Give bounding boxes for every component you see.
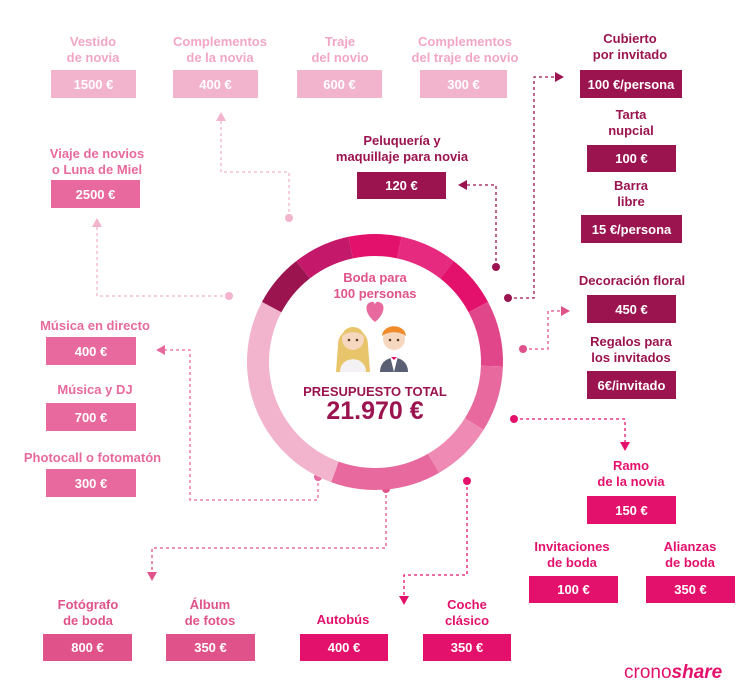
dot-complementos-novia — [285, 214, 293, 222]
box-invitaciones: 100 € — [529, 576, 618, 603]
box-complementos-traje: 300 € — [420, 70, 507, 98]
ring-segment — [464, 365, 503, 430]
label-alianzas: Alianzas de boda — [663, 539, 717, 570]
couple-illustration — [336, 301, 408, 372]
arrowhead-ramo — [620, 442, 630, 451]
box-fotografo: 800 € — [43, 634, 132, 661]
box-autobus: 400 € — [300, 634, 388, 661]
box-photocall: 300 € — [46, 469, 136, 497]
connector-decoracion — [523, 310, 564, 350]
connector-cubierto — [508, 76, 558, 299]
box-decoracion: 450 € — [587, 295, 676, 323]
connector-ramo — [514, 418, 626, 444]
box-peluqueria: 120 € — [357, 172, 446, 199]
budget-ring — [246, 234, 504, 491]
label-invitaciones: Invitaciones de boda — [534, 539, 610, 570]
box-ramo: 150 € — [587, 496, 676, 524]
label-peluqueria: Peluquería y maquillaje para novia — [335, 133, 469, 164]
box-complementos-novia: 400 € — [173, 70, 258, 98]
ring-segment — [440, 261, 489, 313]
label-barra-libre: Barra libre — [614, 178, 648, 209]
brand-part2: share — [671, 662, 723, 683]
box-musica-directo: 400 € — [46, 337, 136, 365]
box-coche: 350 € — [423, 634, 511, 661]
arrowhead-viaje — [92, 218, 102, 227]
brand-logo: cronoshare — [624, 662, 722, 684]
ring-segment — [331, 453, 439, 491]
ring-segment — [468, 301, 504, 367]
ring-segment — [348, 234, 402, 259]
heart-icon — [366, 301, 384, 322]
box-barra-libre: 15 €/persona — [581, 215, 682, 243]
label-autobus: Autobús — [316, 612, 370, 627]
box-alianzas: 350 € — [646, 576, 735, 603]
connector-peluqueria — [462, 184, 497, 267]
arrowhead-musica — [156, 345, 165, 355]
label-decoracion: Decoración floral — [578, 273, 686, 288]
label-musica-dj: Música y DJ — [57, 382, 133, 397]
label-tarta: Tarta nupcial — [608, 107, 654, 138]
label-cubierto: Cubierto por invitado — [592, 31, 668, 62]
arrowhead-fotografo — [147, 572, 157, 581]
label-coche: Coche clásico — [444, 597, 490, 628]
arrowhead-complementos-novia — [216, 112, 226, 121]
box-viaje: 2500 € — [51, 180, 140, 208]
connector-complementos-novia — [220, 116, 290, 218]
ring-segment — [428, 418, 484, 473]
label-photocall: Photocall o fotomatón — [23, 450, 162, 465]
arrowhead-coche — [399, 596, 409, 605]
arrowhead-cubierto — [555, 72, 564, 82]
label-traje-novio: Traje del novio — [311, 34, 369, 65]
label-regalos: Regalos para los invitados — [590, 334, 672, 365]
ring-segment — [397, 236, 454, 279]
dot-coche — [463, 477, 471, 485]
box-regalos: 6€/invitado — [587, 371, 676, 399]
dot-ramo — [510, 415, 518, 423]
connector-fotografo — [151, 489, 387, 575]
arrowhead-decoracion — [561, 306, 570, 316]
box-cubierto: 100 €/persona — [580, 70, 682, 98]
connector-musica — [160, 349, 319, 501]
dot-viaje — [225, 292, 233, 300]
label-viaje: Viaje de novios o Luna de Miel — [49, 146, 145, 177]
label-ramo: Ramo de la novia — [597, 458, 665, 489]
budget-label: PRESUPUESTO TOTAL — [303, 384, 447, 399]
box-musica-dj: 700 € — [46, 403, 136, 431]
brand-part1: crono — [624, 662, 672, 683]
box-album: 350 € — [166, 634, 255, 661]
label-complementos-traje: Complementos del traje de novio — [411, 34, 519, 65]
dot-decoracion — [519, 345, 527, 353]
label-musica-directo: Música en directo — [40, 318, 150, 333]
ring-segment — [296, 236, 353, 279]
dot-cubierto — [504, 294, 512, 302]
box-tarta: 100 € — [587, 145, 676, 172]
label-vestido-novia: Vestido de novia — [66, 34, 120, 65]
box-traje-novio: 600 € — [297, 70, 382, 98]
box-vestido-novia: 1500 € — [51, 70, 136, 98]
center-title: Boda para 100 personas — [333, 270, 417, 301]
connector-coche — [403, 481, 468, 598]
label-album: Álbum de fotos — [184, 597, 236, 628]
ring-segment — [246, 301, 339, 483]
arrowhead-peluqueria — [458, 180, 467, 190]
label-fotografo: Fotógrafo de boda — [57, 597, 119, 628]
dot-peluqueria — [492, 263, 500, 271]
budget-total: 21.970 € — [326, 397, 424, 425]
connector-viaje — [96, 222, 229, 297]
ring-segment — [261, 261, 310, 313]
label-complementos-novia: Complementos de la novia — [173, 34, 267, 65]
